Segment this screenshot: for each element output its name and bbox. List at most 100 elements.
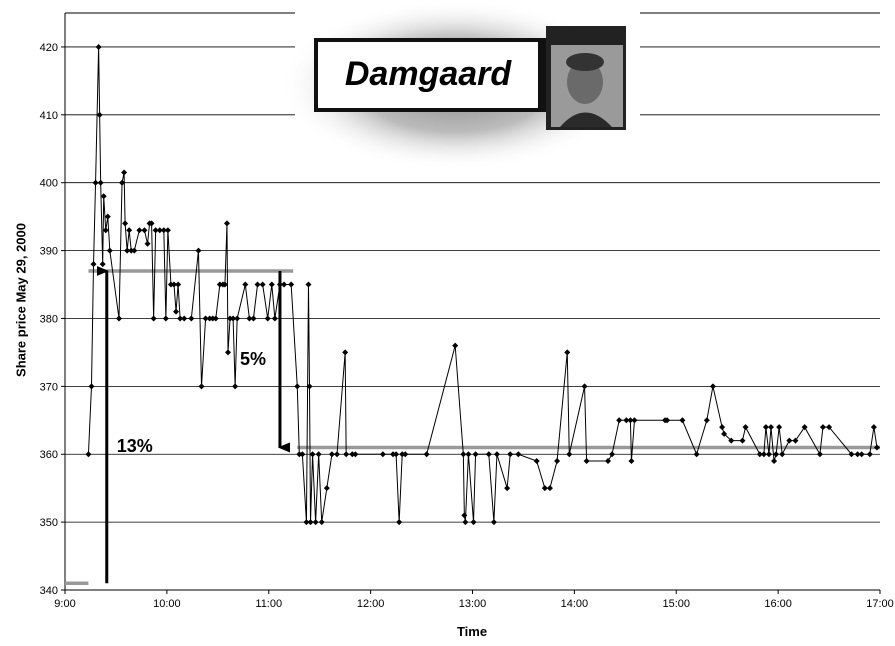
price-marker <box>490 519 497 526</box>
price-marker <box>152 227 159 234</box>
price-marker <box>259 281 266 288</box>
price-marker <box>242 281 249 288</box>
price-marker <box>223 220 230 227</box>
price-marker <box>604 458 611 465</box>
logo-text: Damgaard <box>345 55 513 93</box>
price-marker <box>92 179 99 186</box>
y-tick-label: 420 <box>40 42 58 54</box>
photo-face <box>567 60 603 104</box>
price-marker <box>816 451 823 458</box>
price-marker <box>296 451 303 458</box>
price-marker <box>566 451 573 458</box>
price-marker <box>485 451 492 458</box>
price-marker <box>709 383 716 390</box>
price-marker <box>305 281 312 288</box>
x-tick-label: 15:00 <box>662 598 690 610</box>
price-marker <box>188 315 195 322</box>
price-marker <box>299 451 306 458</box>
price-marker <box>328 451 335 458</box>
price-marker <box>858 451 865 458</box>
price-marker <box>121 169 128 176</box>
price-marker <box>323 485 330 492</box>
price-marker <box>230 315 237 322</box>
price-marker <box>664 417 671 424</box>
price-marker <box>254 281 261 288</box>
price-marker <box>779 451 786 458</box>
price-marker <box>303 519 310 526</box>
y-tick-label: 400 <box>40 178 58 190</box>
price-marker <box>232 383 239 390</box>
price-marker <box>97 179 104 186</box>
price-marker <box>352 451 359 458</box>
price-marker <box>131 247 138 254</box>
logo-panel <box>318 42 538 108</box>
x-tick-label: 9:00 <box>54 598 75 610</box>
price-marker <box>627 417 634 424</box>
price-marker <box>312 519 319 526</box>
price-marker <box>771 458 778 465</box>
price-marker <box>315 451 322 458</box>
price-marker <box>162 315 169 322</box>
price-marker <box>164 227 171 234</box>
price-marker <box>281 281 288 288</box>
price-marker <box>209 315 216 322</box>
price-marker <box>472 451 479 458</box>
price-marker <box>776 424 783 431</box>
y-tick-label: 350 <box>40 517 58 529</box>
price-marker <box>819 424 826 431</box>
price-marker <box>288 281 295 288</box>
price-marker <box>144 240 151 247</box>
price-marker <box>234 315 241 322</box>
price-marker <box>873 444 880 451</box>
price-marker <box>250 315 257 322</box>
price-marker <box>721 430 728 437</box>
price-marker <box>760 451 767 458</box>
price-marker <box>854 451 861 458</box>
price-marker <box>225 349 231 356</box>
price-marker <box>104 213 111 220</box>
y-tick-label: 410 <box>40 110 58 122</box>
price-marker <box>342 349 349 356</box>
price-marker <box>115 315 122 322</box>
price-marker <box>122 220 129 227</box>
price-marker <box>765 451 772 458</box>
price-marker <box>628 458 635 465</box>
price-marker <box>128 247 135 254</box>
price-marker <box>679 417 686 424</box>
price-marker <box>390 451 397 458</box>
x-tick-label: 11:00 <box>255 598 282 610</box>
price-marker <box>461 512 468 519</box>
x-tick-label: 14:00 <box>561 598 589 610</box>
price-marker <box>465 451 472 458</box>
price-marker <box>870 424 877 431</box>
price-marker <box>136 227 143 234</box>
price-marker <box>264 315 271 322</box>
price-marker <box>156 227 163 234</box>
x-tick-label: 13:00 <box>459 598 487 610</box>
price-marker <box>396 519 403 526</box>
price-marker <box>349 451 356 458</box>
price-marker <box>85 451 92 458</box>
price-marker <box>206 315 213 322</box>
price-marker <box>631 417 638 424</box>
price-marker <box>271 315 278 322</box>
price-marker <box>167 281 174 288</box>
price-marker <box>739 437 746 444</box>
annotation-label: 13% <box>117 436 153 456</box>
price-marker <box>119 179 126 186</box>
x-tick-label: 10:00 <box>153 598 181 610</box>
price-marker <box>623 417 630 424</box>
price-marker <box>309 451 316 458</box>
price-marker <box>306 383 313 390</box>
price-marker <box>100 193 107 200</box>
price-marker <box>95 43 102 50</box>
price-marker <box>202 315 209 322</box>
price-marker <box>181 315 188 322</box>
price-marker <box>198 383 205 390</box>
y-tick-label: 390 <box>40 246 58 258</box>
price-marker <box>393 451 400 458</box>
price-marker <box>88 383 95 390</box>
price-marker <box>616 417 623 424</box>
